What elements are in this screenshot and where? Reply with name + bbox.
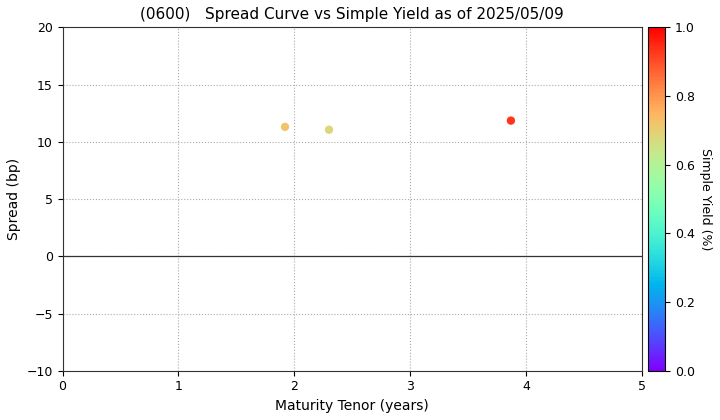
Title: (0600)   Spread Curve vs Simple Yield as of 2025/05/09: (0600) Spread Curve vs Simple Yield as o… bbox=[140, 7, 564, 22]
X-axis label: Maturity Tenor (years): Maturity Tenor (years) bbox=[275, 399, 429, 413]
Point bbox=[323, 126, 335, 133]
Y-axis label: Spread (bp): Spread (bp) bbox=[7, 158, 21, 240]
Point bbox=[505, 117, 517, 124]
Y-axis label: Simple Yield (%): Simple Yield (%) bbox=[698, 148, 711, 250]
Point bbox=[279, 123, 291, 130]
